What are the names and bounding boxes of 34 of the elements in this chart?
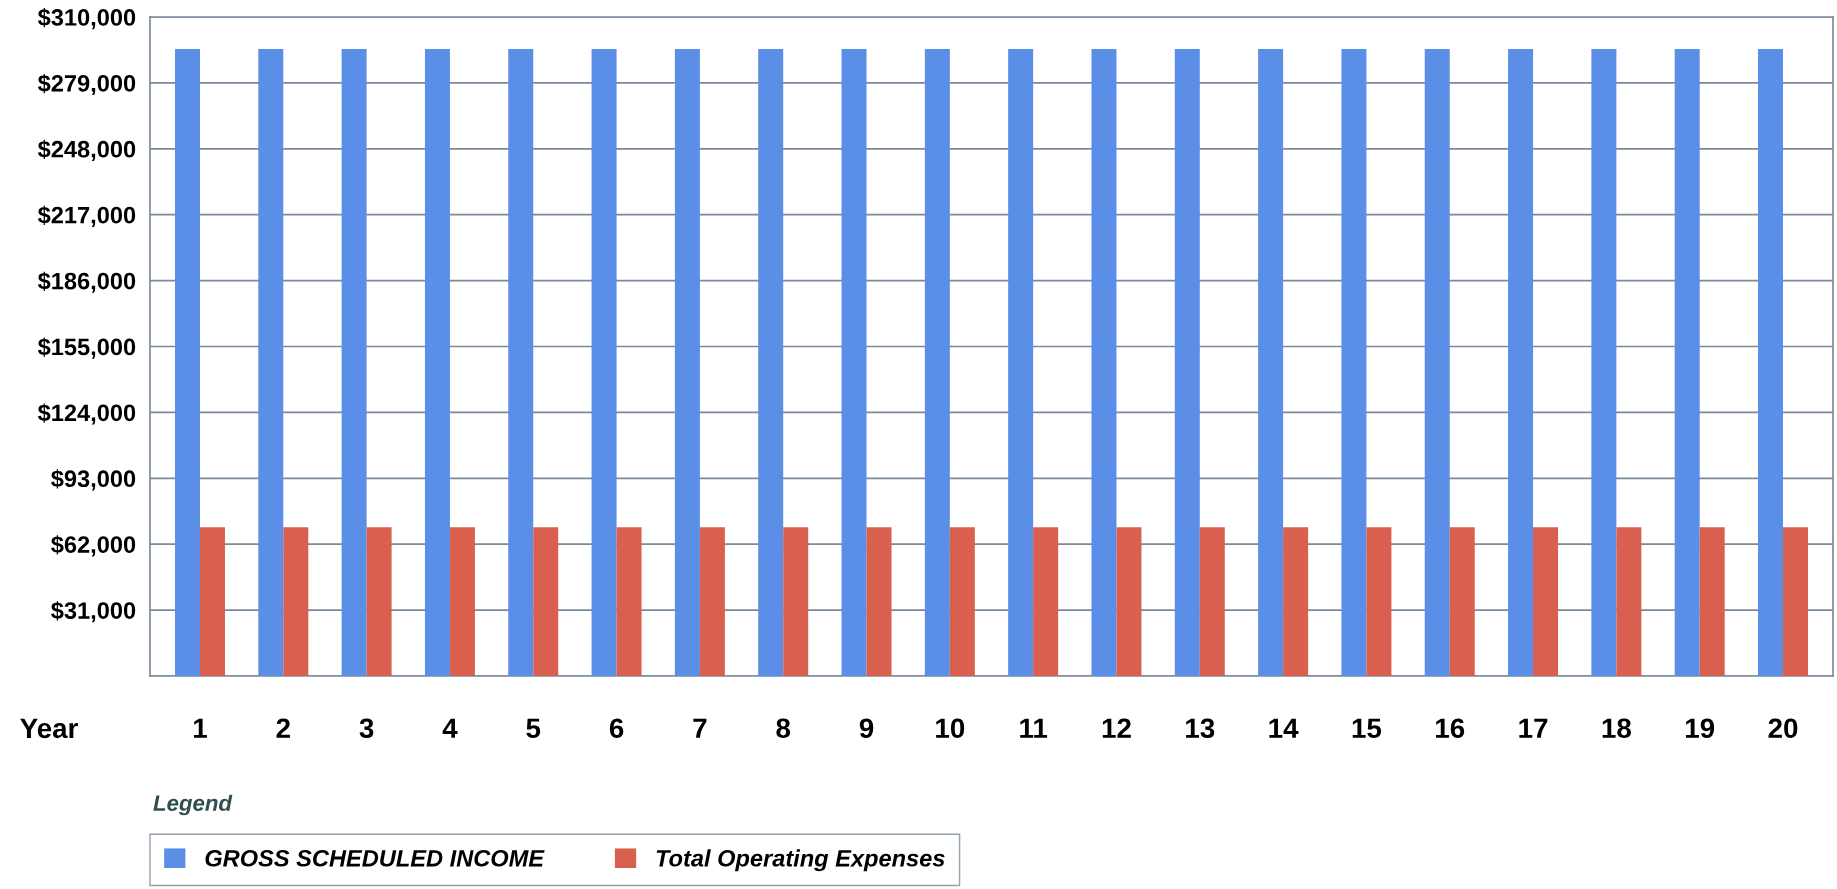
y-tick-label: $93,000 xyxy=(51,469,136,491)
y-tick-label: $124,000 xyxy=(37,403,136,425)
y-tick-label: $217,000 xyxy=(37,205,136,227)
y-tick-label: $279,000 xyxy=(37,73,136,96)
x-tick-label: 10 xyxy=(936,718,965,739)
y-tick-label: $62,000 xyxy=(51,535,136,557)
x-tick-label: 17 xyxy=(1519,718,1548,738)
legend-label: Total Operating Expenses xyxy=(656,849,945,872)
x-tick-label: 20 xyxy=(1768,718,1798,739)
legend-label: GROSS SCHEDULED INCOME xyxy=(205,849,545,867)
x-tick-label: 9 xyxy=(859,718,874,739)
x-tick-label: 19 xyxy=(1686,718,1715,739)
x-tick-label: 12 xyxy=(1102,718,1131,738)
x-tick-label: 1 xyxy=(194,718,207,738)
x-tick-label: 6 xyxy=(609,718,624,739)
x-tick-label: 8 xyxy=(776,718,791,739)
x-tick-label: 15 xyxy=(1352,718,1382,739)
x-tick-label: 13 xyxy=(1186,718,1215,739)
x-tick-label: 16 xyxy=(1436,718,1465,739)
x-tick-label: 4 xyxy=(442,718,458,738)
x-tick-label: 11 xyxy=(1020,718,1048,738)
y-tick-label: $31,000 xyxy=(51,601,136,623)
y-tick-label: $186,000 xyxy=(37,271,136,293)
x-tick-label: 7 xyxy=(693,718,707,738)
x-tick-label: 14 xyxy=(1269,718,1299,738)
y-tick-label: $310,000 xyxy=(37,8,136,30)
x-tick-label: 2 xyxy=(276,718,290,738)
x-tick-label: 5 xyxy=(526,718,541,739)
legend-title: Legend xyxy=(153,794,233,816)
y-tick-label: $155,000 xyxy=(37,337,136,359)
x-tick-label: 18 xyxy=(1602,718,1631,739)
x-axis-title: Year xyxy=(20,718,78,739)
x-tick-label: 3 xyxy=(359,718,374,739)
y-tick-label: $248,000 xyxy=(37,139,136,162)
